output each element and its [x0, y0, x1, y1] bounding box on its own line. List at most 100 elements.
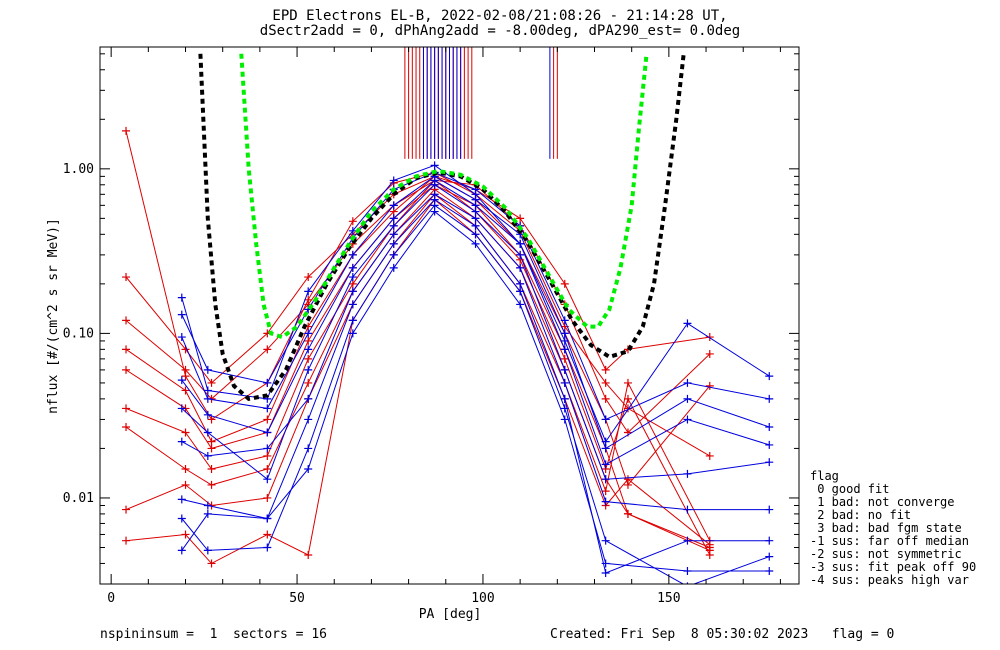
- data-point-marker: [348, 279, 357, 288]
- data-point-marker: [683, 394, 692, 403]
- data-point-marker: [304, 345, 313, 354]
- data-point-marker: [177, 293, 186, 302]
- series-line: [125, 184, 710, 548]
- data-point-marker: [389, 239, 398, 248]
- data-point-marker: [348, 217, 357, 226]
- data-point-marker: [516, 239, 525, 248]
- series-line: [125, 130, 711, 457]
- data-point-marker: [560, 279, 569, 288]
- data-point-marker: [516, 263, 525, 272]
- data-point-marker: [304, 551, 313, 560]
- data-point-marker: [601, 460, 610, 469]
- data-point-marker: [304, 273, 313, 282]
- data-point-marker: [705, 349, 714, 358]
- data-point-marker: [560, 329, 569, 338]
- data-point-marker: [389, 214, 398, 223]
- data-point-marker: [207, 480, 216, 489]
- data-point-marker: [181, 464, 190, 473]
- data-point-marker: [348, 287, 357, 296]
- x-axis-label: PA [deg]: [419, 607, 482, 622]
- data-point-marker: [304, 394, 313, 403]
- data-point-marker: [471, 214, 480, 223]
- data-point-marker: [389, 230, 398, 239]
- data-point-marker: [181, 428, 190, 437]
- data-point-marker: [683, 536, 692, 545]
- data-point-marker: [203, 546, 212, 555]
- x-tick-label: 0: [107, 591, 115, 606]
- data-point-marker: [683, 566, 692, 575]
- data-point-marker: [263, 415, 272, 424]
- data-point-marker: [765, 536, 774, 545]
- data-point-marker: [705, 540, 714, 549]
- data-point-marker: [683, 505, 692, 514]
- data-point-marker: [207, 559, 216, 568]
- legend-item: 3 bad: bad fgm state: [810, 521, 962, 535]
- legend: flag 0 good fit 1 bad: not converge 2 ba…: [810, 470, 976, 587]
- data-point-marker: [765, 394, 774, 403]
- data-point-marker: [203, 386, 212, 395]
- data-point-marker: [263, 404, 272, 413]
- legend-item: -3 sus: fit peak off 90: [810, 560, 977, 574]
- data-point-marker: [623, 394, 632, 403]
- legend-title: flag: [810, 469, 839, 483]
- data-point-marker: [683, 415, 692, 424]
- data-point-marker: [203, 394, 212, 403]
- data-point-marker: [560, 415, 569, 424]
- data-point-marker: [348, 329, 357, 338]
- data-point-marker: [471, 207, 480, 216]
- y-tick-label: 0.10: [63, 326, 94, 341]
- data-point-marker: [389, 221, 398, 230]
- data-point-marker: [263, 530, 272, 539]
- data-point-marker: [207, 415, 216, 424]
- data-point-marker: [263, 475, 272, 484]
- data-point-marker: [765, 372, 774, 381]
- data-point-marker: [181, 530, 190, 539]
- data-point-marker: [207, 464, 216, 473]
- data-point-marker: [601, 394, 610, 403]
- data-point-marker: [560, 316, 569, 325]
- data-point-marker: [348, 263, 357, 272]
- legend-item: 2 bad: no fit: [810, 508, 912, 522]
- legend-item: 1 bad: not converge: [810, 495, 955, 509]
- data-point-marker: [765, 552, 774, 561]
- data-point-marker: [304, 464, 313, 473]
- series-line: [125, 198, 711, 565]
- data-point-marker: [304, 415, 313, 424]
- footer-created-info: Created: Fri Sep 8 05:30:02 2023 flag = …: [550, 627, 895, 642]
- chart-title-line2: dSectr2add = 0, dPhAng2add = -8.00deg, d…: [259, 23, 741, 39]
- data-point-marker: [683, 319, 692, 328]
- data-point-marker: [389, 263, 398, 272]
- data-point-marker: [203, 410, 212, 419]
- data-point-marker: [122, 365, 131, 374]
- data-point-marker: [304, 287, 313, 296]
- data-point-marker: [471, 221, 480, 230]
- footer-spin-info: nspininsum = 1 sectors = 16: [100, 627, 327, 642]
- data-point-marker: [263, 345, 272, 354]
- data-point-marker: [122, 316, 131, 325]
- data-point-marker: [516, 287, 525, 296]
- data-point-marker: [389, 176, 398, 185]
- data-point-marker: [683, 378, 692, 387]
- axes-frame: [99, 46, 800, 585]
- data-point-marker: [304, 354, 313, 363]
- data-point-marker: [304, 336, 313, 345]
- data-point-marker: [765, 458, 774, 467]
- data-point-marker: [122, 404, 131, 413]
- data-point-marker: [601, 487, 610, 496]
- data-point-marker: [304, 444, 313, 453]
- data-point-marker: [203, 501, 212, 510]
- data-point-marker: [430, 161, 439, 170]
- data-point-marker: [560, 378, 569, 387]
- data-point-marker: [389, 201, 398, 210]
- data-point-marker: [389, 250, 398, 259]
- data-point-marker: [601, 378, 610, 387]
- x-tick-label: 50: [289, 591, 305, 606]
- data-point-marker: [348, 300, 357, 309]
- data-point-marker: [177, 333, 186, 342]
- data-point-marker: [181, 386, 190, 395]
- data-point-marker: [471, 230, 480, 239]
- series-line: [125, 175, 711, 486]
- series-line: [125, 193, 711, 541]
- data-point-marker: [203, 451, 212, 460]
- series-line: [125, 179, 711, 434]
